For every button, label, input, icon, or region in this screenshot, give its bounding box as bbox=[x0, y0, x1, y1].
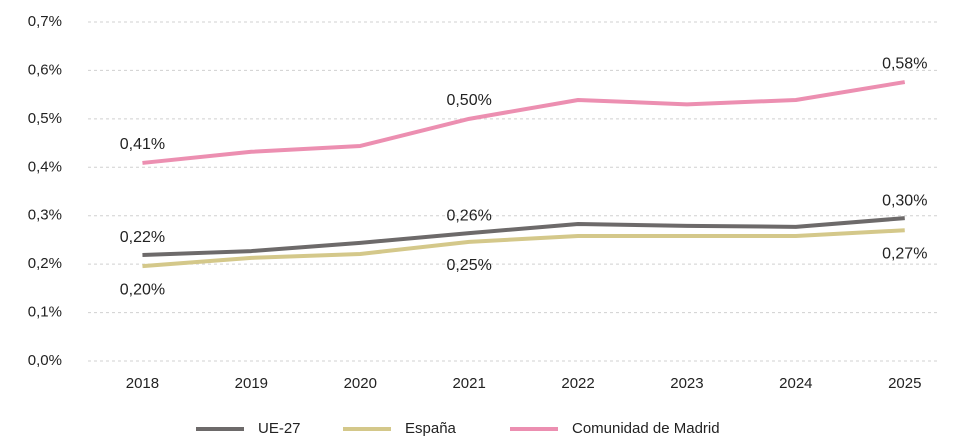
series-line bbox=[142, 216, 905, 257]
series-line bbox=[142, 80, 906, 165]
data-label: 0,58% bbox=[882, 55, 927, 72]
x-tick-label: 2021 bbox=[452, 375, 485, 392]
legend-label: Comunidad de Madrid bbox=[572, 420, 720, 437]
data-label: 0,30% bbox=[882, 192, 927, 209]
data-label: 0,41% bbox=[120, 136, 165, 153]
x-tick-label: 2024 bbox=[779, 375, 812, 392]
data-label: 0,22% bbox=[120, 229, 165, 246]
data-label: 0,20% bbox=[120, 281, 165, 298]
y-tick-label: 0,5% bbox=[28, 110, 62, 127]
y-tick-label: 0,4% bbox=[28, 158, 62, 175]
legend-label: UE-27 bbox=[258, 420, 301, 437]
y-tick-label: 0,1% bbox=[28, 304, 62, 321]
x-tick-label: 2020 bbox=[344, 375, 377, 392]
data-label: 0,27% bbox=[882, 245, 927, 262]
y-tick-label: 0,2% bbox=[28, 255, 62, 272]
data-label: 0,50% bbox=[446, 92, 491, 109]
y-tick-label: 0,6% bbox=[28, 61, 62, 78]
data-label: 0,26% bbox=[446, 207, 491, 224]
y-tick-label: 0,7% bbox=[28, 13, 62, 30]
legend-label: España bbox=[405, 420, 457, 437]
y-tick-label: 0,0% bbox=[28, 352, 62, 369]
data-label: 0,25% bbox=[446, 257, 491, 274]
x-tick-label: 2022 bbox=[561, 375, 594, 392]
x-tick-label: 2018 bbox=[126, 375, 159, 392]
x-tick-label: 2019 bbox=[235, 375, 268, 392]
x-tick-label: 2023 bbox=[670, 375, 703, 392]
series-line bbox=[142, 228, 905, 269]
x-tick-label: 2025 bbox=[888, 375, 921, 392]
y-tick-label: 0,3% bbox=[28, 207, 62, 224]
